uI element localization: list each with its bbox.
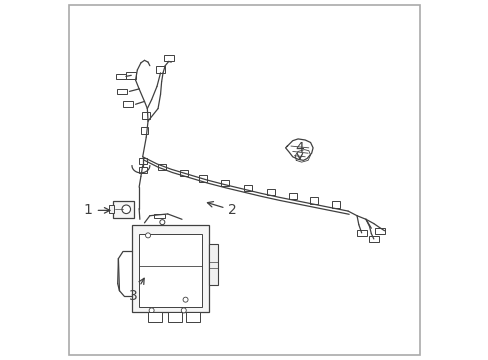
Circle shape <box>181 308 186 313</box>
Bar <box>267 189 275 195</box>
Bar <box>140 127 148 134</box>
Bar <box>113 201 134 217</box>
Bar <box>199 175 207 182</box>
Bar <box>139 158 146 164</box>
Bar <box>368 236 378 242</box>
Bar <box>331 201 339 207</box>
Bar <box>158 163 166 170</box>
Bar <box>123 102 133 107</box>
Text: 4: 4 <box>295 141 304 159</box>
Text: 1: 1 <box>83 203 110 217</box>
Bar <box>208 244 217 285</box>
Bar <box>374 228 384 234</box>
Bar <box>356 230 366 236</box>
Bar <box>142 112 149 119</box>
Bar <box>156 66 165 73</box>
Bar <box>139 167 146 173</box>
Bar <box>154 214 164 218</box>
Bar <box>164 55 174 62</box>
Circle shape <box>149 308 154 313</box>
Bar <box>244 185 251 191</box>
Bar <box>185 312 200 322</box>
Bar <box>132 225 208 312</box>
Bar <box>109 205 114 213</box>
Circle shape <box>183 297 188 302</box>
Bar <box>126 72 136 78</box>
Bar <box>148 312 162 322</box>
Circle shape <box>122 205 130 213</box>
Bar <box>139 234 201 307</box>
Text: 3: 3 <box>129 278 144 303</box>
Bar <box>116 89 126 94</box>
Circle shape <box>160 220 164 225</box>
Bar <box>221 180 228 186</box>
Bar <box>116 73 125 79</box>
Bar <box>180 170 187 176</box>
Bar <box>309 197 317 203</box>
Bar <box>288 193 296 199</box>
Circle shape <box>145 233 150 238</box>
Text: 2: 2 <box>207 202 237 217</box>
Bar <box>167 312 182 322</box>
